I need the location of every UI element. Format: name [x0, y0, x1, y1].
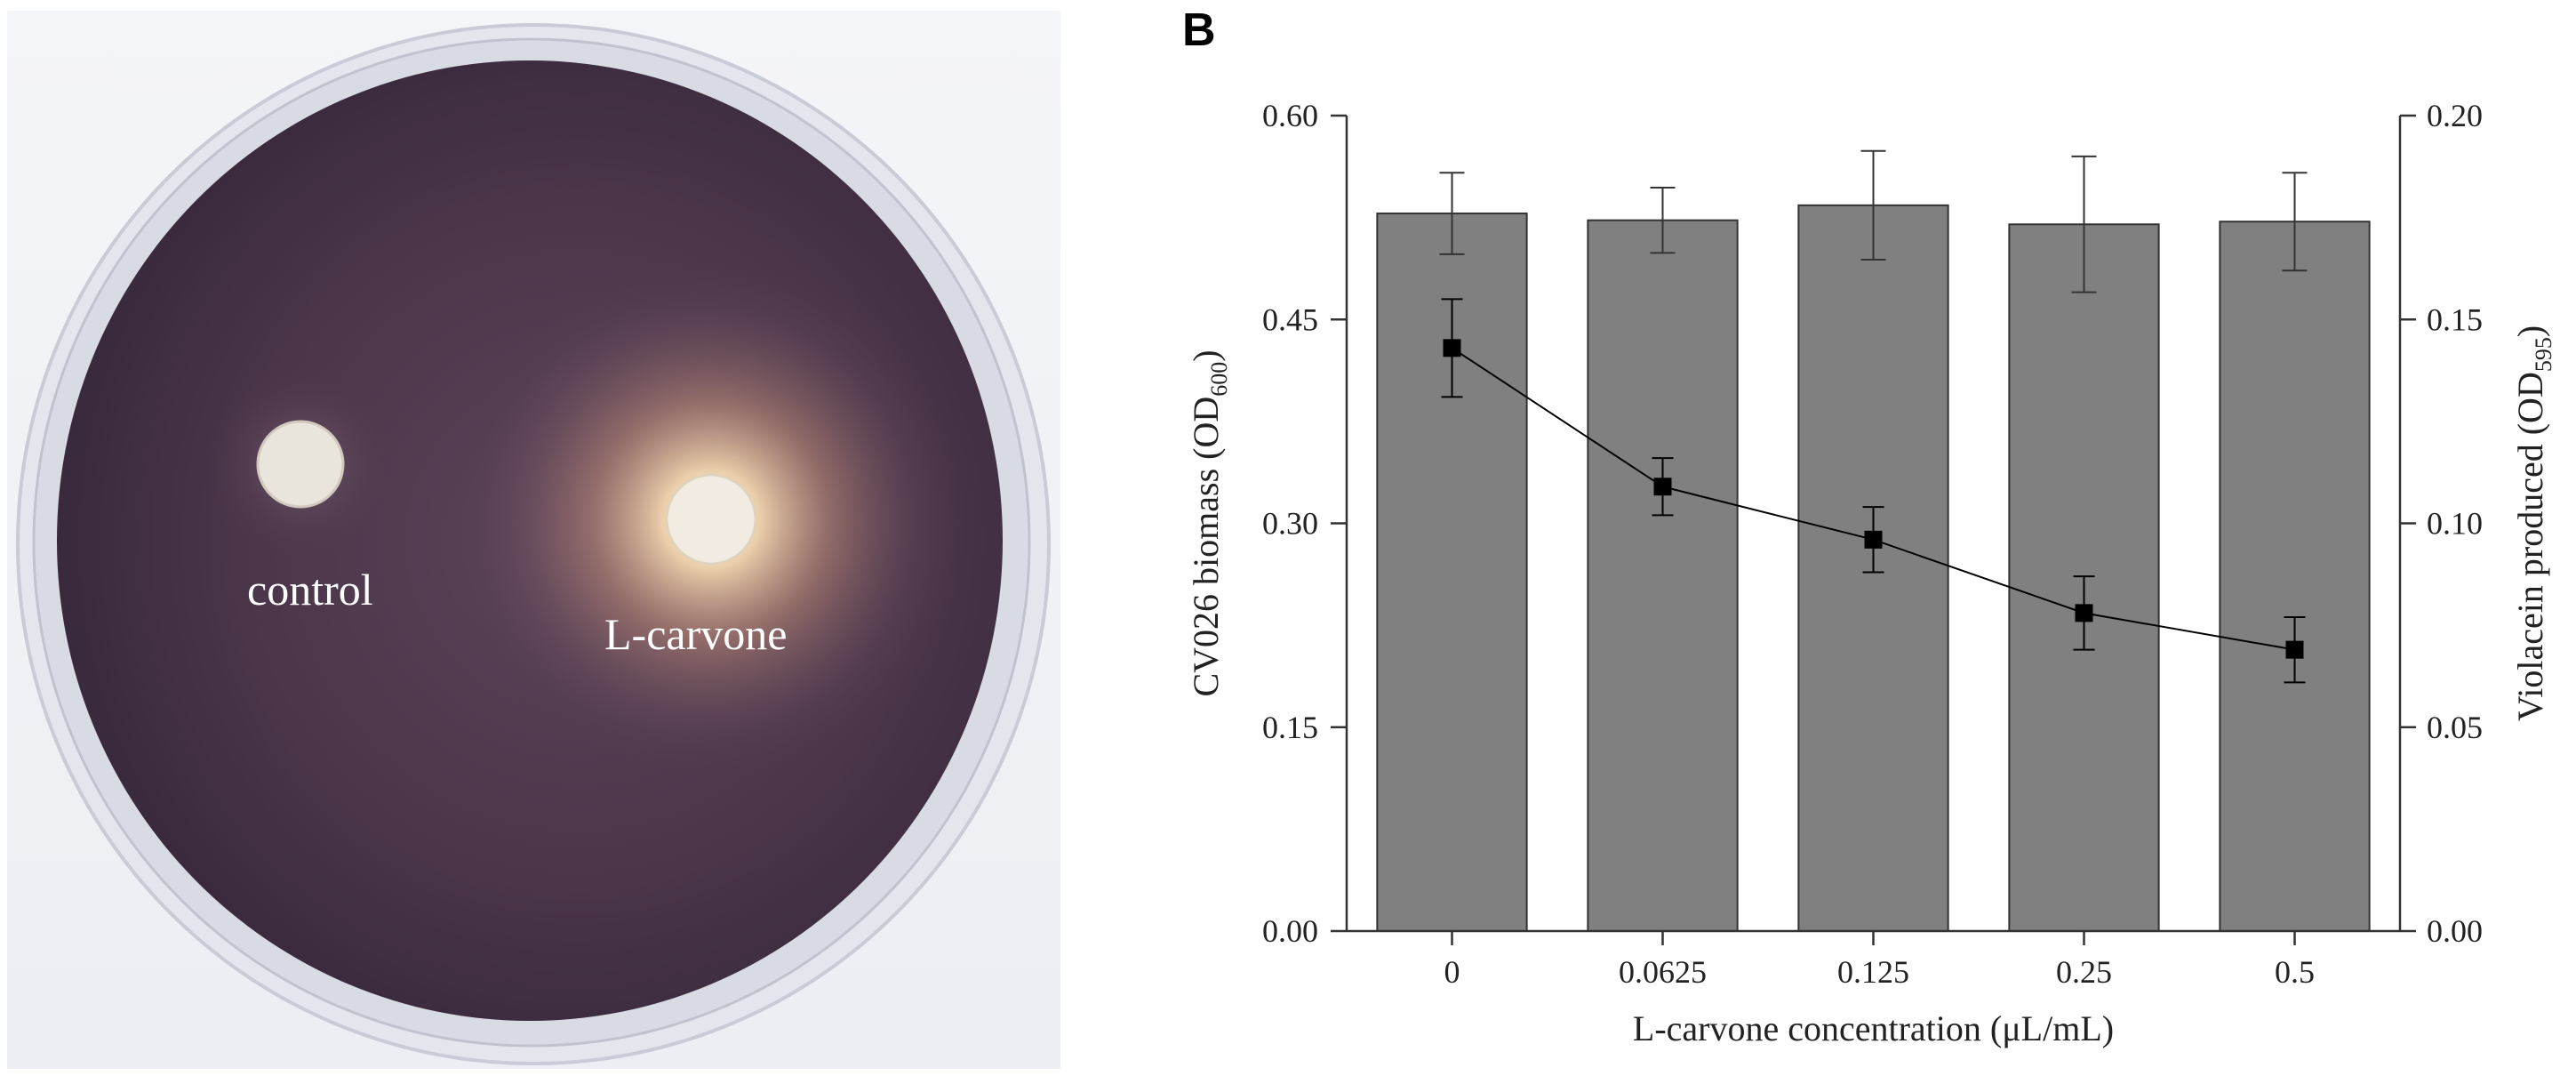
x-tick-label-3: 0.25: [2056, 954, 2112, 990]
line-point-4: [2285, 640, 2304, 659]
left-tick-label-2: 0.30: [1262, 506, 1318, 542]
left-tick-label-3: 0.45: [1262, 301, 1318, 337]
left-axis-title: CV026 biomass (OD600): [1186, 349, 1232, 696]
right-tick-label-1: 0.05: [2427, 710, 2483, 745]
right-tick-label-2: 0.10: [2427, 506, 2483, 542]
x-tick-label-4: 0.5: [2275, 954, 2315, 990]
x-tick-label-0: 0: [1444, 954, 1460, 990]
bar-1: [1587, 219, 1739, 933]
control-disc: [256, 420, 345, 509]
x-tick-label-1: 0.0625: [1619, 954, 1707, 990]
control-label: control: [247, 565, 373, 614]
carvone-label: L-carvone: [604, 609, 787, 659]
bar-4: [2219, 221, 2371, 932]
left-tick-label-1: 0.15: [1262, 710, 1318, 745]
right-axis-title: Violacein produced (OD595): [2510, 325, 2556, 721]
line-point-0: [1443, 339, 1461, 357]
line-point-2: [1864, 530, 1883, 549]
left-tick-label-4: 0.60: [1262, 98, 1318, 133]
panel-label-b: B: [1182, 4, 1216, 56]
petri-dish-illustration: control L-carvone: [16, 23, 1051, 1065]
petri-dish-photo: control L-carvone: [7, 11, 1060, 1069]
carvone-disc: [665, 473, 757, 566]
left-tick-label-0: 0.00: [1262, 913, 1318, 949]
chart: 0.00 0.15 0.30 0.45 0.60 0.00 0.05 0.10 0.15 0.20…: [1186, 98, 2556, 1048]
x-axis-title: L-carvone concentration (μL/mL): [1633, 1008, 2114, 1048]
right-tick-label-0: 0.00: [2427, 913, 2483, 949]
line-point-3: [2075, 604, 2093, 622]
line-point-1: [1653, 478, 1672, 496]
x-tick-label-2: 0.125: [1837, 954, 1909, 990]
right-tick-label-3: 0.15: [2427, 301, 2483, 337]
right-tick-label-4: 0.20: [2427, 98, 2483, 133]
